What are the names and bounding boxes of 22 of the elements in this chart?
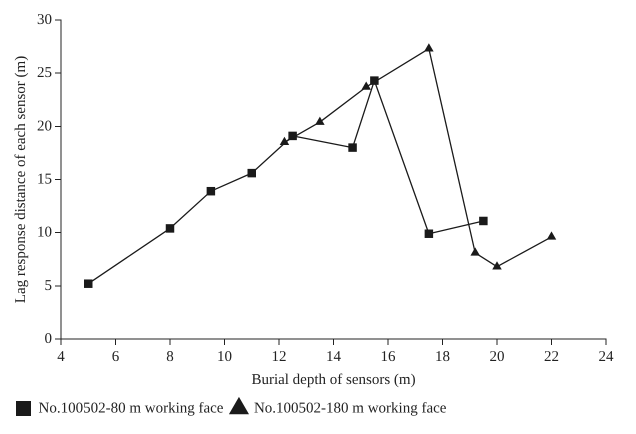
y-tick-label: 20 xyxy=(37,118,52,134)
y-tick-label: 0 xyxy=(44,330,52,347)
y-tick-label: 5 xyxy=(44,278,52,294)
x-axis-title: Burial depth of sensors (m) xyxy=(251,372,416,388)
x-tick-label: 18 xyxy=(435,348,450,365)
x-tick-label: 12 xyxy=(272,348,286,365)
legend-label: No.100502-80 m working face xyxy=(38,400,224,416)
y-tick-label: 15 xyxy=(37,171,52,188)
x-tick-label: 6 xyxy=(112,348,120,365)
x-tick-label: 10 xyxy=(217,348,232,365)
x-tick-label: 16 xyxy=(380,348,396,365)
x-tick-label: 4 xyxy=(57,348,66,365)
x-tick-label: 20 xyxy=(490,348,504,365)
y-tick-label: 25 xyxy=(37,65,52,82)
x-tick-label: 8 xyxy=(166,348,174,365)
y-tick-label: 30 xyxy=(37,12,52,28)
legend-label: No.100502-180 m working face xyxy=(254,400,447,416)
x-tick-label: 24 xyxy=(598,348,614,365)
y-tick-label: 10 xyxy=(37,224,52,241)
x-tick-label: 14 xyxy=(326,348,342,365)
x-tick-label: 22 xyxy=(544,348,559,365)
y-axis-title: Lag response distance of each sensor (m) xyxy=(12,56,29,304)
